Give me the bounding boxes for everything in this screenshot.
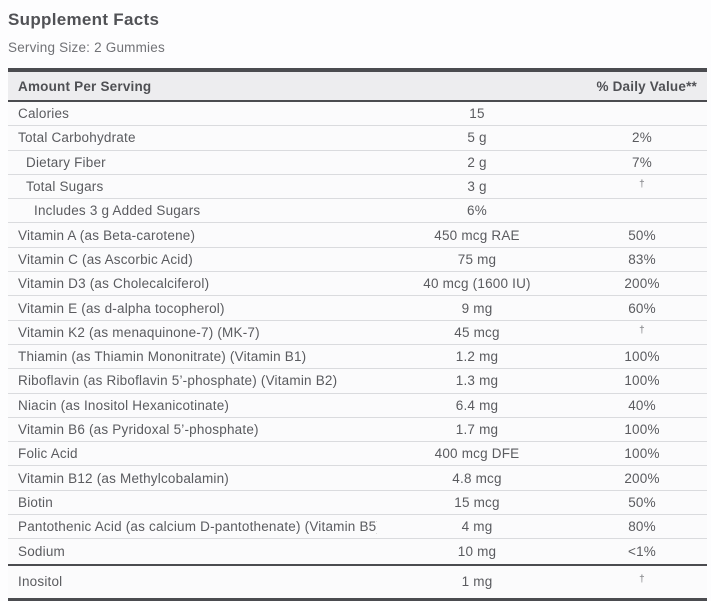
- table-row: Vitamin C (as Ascorbic Acid) 75 mg 83%: [8, 247, 707, 273]
- nutrient-name-cell: Inositol: [18, 574, 63, 590]
- nutrient-name-cell: Folic Acid: [18, 446, 78, 462]
- amount-cell: 450 mcg RAE: [434, 227, 520, 243]
- daily-value-cell: 100%: [624, 422, 660, 437]
- nutrient-name-cell: Total Carbohydrate: [18, 130, 136, 146]
- table-row: Vitamin B12 (as Methylcobalamin) 4.8 mcg…: [8, 466, 707, 491]
- amount-cell: 1.7 mg: [455, 422, 499, 437]
- daily-value-cell: 83%: [628, 251, 656, 267]
- amount-cell: 75 mg: [457, 251, 497, 267]
- table-row: Calories 15: [8, 102, 707, 127]
- daily-value-cell: 80%: [628, 519, 656, 535]
- daily-value-cell: 200%: [624, 470, 660, 486]
- section-divider-bar: [8, 563, 707, 567]
- amount-cell: 4 mg: [461, 519, 493, 535]
- table-row: Dietary Fiber 2 g 7%: [8, 150, 707, 175]
- nutrient-name-cell: Sodium: [18, 543, 65, 559]
- daily-value-cell: 7%: [632, 154, 652, 170]
- daily-value-cell: 50%: [628, 494, 656, 510]
- daily-value-cell: 40%: [628, 397, 656, 413]
- table-row: Riboflavin (as Riboflavin 5’-phosphate) …: [8, 369, 707, 394]
- daily-value-cell: 2%: [632, 130, 652, 146]
- nutrient-name-cell: Vitamin K2 (as menaquinone-7) (MK-7): [18, 324, 260, 340]
- table-row: Biotin 15 mcg 50%: [8, 490, 707, 516]
- table-row: Niacin (as Inositol Hexanicotinate) 6.4 …: [8, 393, 707, 418]
- daily-value-cell: †: [639, 179, 645, 191]
- nutrient-name-cell: Thiamin (as Thiamin Mononitrate) (Vitami…: [18, 349, 307, 365]
- amount-cell: 6.4 mg: [455, 397, 499, 413]
- amount-cell: 40 mcg (1600 IU): [423, 276, 531, 292]
- daily-value-cell: †: [639, 324, 645, 336]
- amount-cell: 3 g: [467, 179, 487, 195]
- amount-cell: 9 mg: [461, 300, 493, 316]
- nutrient-name-cell: Dietary Fiber: [26, 154, 106, 170]
- nutrient-name-cell: Biotin: [18, 494, 53, 510]
- table-row: Vitamin B6 (as Pyridoxal 5’-phosphate) 1…: [8, 417, 707, 443]
- amount-cell: 1 mg: [461, 574, 493, 590]
- amount-cell: 4.8 mcg: [452, 470, 502, 486]
- amount-cell: 6%: [467, 203, 487, 219]
- table-row: Thiamin (as Thiamin Mononitrate) (Vitami…: [8, 344, 707, 370]
- table-row: Vitamin E (as d-alpha tocopherol) 9 mg 6…: [8, 296, 707, 321]
- nutrient-name-cell: Vitamin E (as d-alpha tocopherol): [18, 300, 225, 316]
- amount-cell: 10 mg: [457, 543, 497, 559]
- amount-cell: 400 mcg DFE: [434, 446, 520, 462]
- nutrient-name-cell: Vitamin A (as Beta-carotene): [18, 227, 196, 243]
- amount-cell: 15 mcg: [454, 494, 500, 510]
- daily-value-cell: 100%: [624, 373, 660, 389]
- amount-cell: 2 g: [467, 154, 487, 170]
- serving-size-text: Serving Size: 2 Gummies: [8, 40, 165, 55]
- table-header-row: Amount Per Serving % Daily Value**: [8, 72, 707, 102]
- nutrient-name-cell: Riboflavin (as Riboflavin 5’-phosphate) …: [18, 373, 338, 389]
- table-row: Vitamin A (as Beta-carotene) 450 mcg RAE…: [8, 223, 707, 248]
- panel-title: Supplement Facts: [8, 10, 160, 29]
- amount-cell: 1.2 mg: [455, 349, 499, 365]
- table-row: Pantothenic Acid (as calcium D-pantothen…: [8, 515, 707, 540]
- nutrient-name-cell: Vitamin C (as Ascorbic Acid): [18, 251, 193, 267]
- nutrient-name-cell: Total Sugars: [26, 179, 104, 195]
- supplement-facts-panel: Supplement Facts Serving Size: 2 Gummies…: [8, 0, 707, 601]
- table-row: Includes 3 g Added Sugars 6%: [8, 199, 707, 224]
- table-row: Inositol 1 mg †: [8, 566, 707, 598]
- nutrient-name-cell: Vitamin B12 (as Methylcobalamin): [18, 470, 229, 486]
- daily-value-cell: <1%: [628, 543, 656, 559]
- nutrient-name-cell: Niacin (as Inositol Hexanicotinate): [18, 397, 230, 413]
- top-divider-bar: [8, 68, 707, 72]
- amount-cell: 1.3 mg: [455, 373, 499, 389]
- table-row: Vitamin K2 (as menaquinone-7) (MK-7) 45 …: [8, 320, 707, 345]
- daily-value-cell: †: [639, 574, 645, 586]
- table-row: Total Carbohydrate 5 g 2%: [8, 126, 707, 151]
- daily-value-cell: 100%: [624, 446, 660, 462]
- amount-cell: 5 g: [467, 130, 487, 146]
- table-row: Total Sugars 3 g †: [8, 174, 707, 200]
- table-row: Folic Acid 400 mcg DFE 100%: [8, 442, 707, 467]
- daily-value-cell: 200%: [624, 276, 660, 292]
- daily-value-cell: 100%: [624, 349, 660, 365]
- daily-value-cell: 60%: [628, 300, 656, 316]
- nutrient-name-cell: Vitamin B6 (as Pyridoxal 5’-phosphate): [18, 422, 259, 437]
- nutrient-name-cell: Includes 3 g Added Sugars: [34, 203, 201, 219]
- daily-value-header: % Daily Value**: [596, 78, 697, 94]
- bottom-divider-bar: [8, 597, 707, 601]
- amount-cell: 15: [469, 106, 485, 122]
- nutrient-name-cell: Pantothenic Acid (as calcium D-pantothen…: [18, 519, 377, 535]
- table-row: Vitamin D3 (as Cholecalciferol) 40 mcg (…: [8, 272, 707, 297]
- daily-value-cell: 50%: [628, 227, 656, 243]
- nutrient-name-cell: Calories: [18, 106, 70, 122]
- amount-per-serving-header: Amount Per Serving: [18, 78, 152, 94]
- table-row: Sodium 10 mg <1%: [8, 539, 707, 564]
- amount-cell: 45 mcg: [454, 324, 500, 340]
- nutrient-name-cell: Vitamin D3 (as Cholecalciferol): [18, 276, 210, 292]
